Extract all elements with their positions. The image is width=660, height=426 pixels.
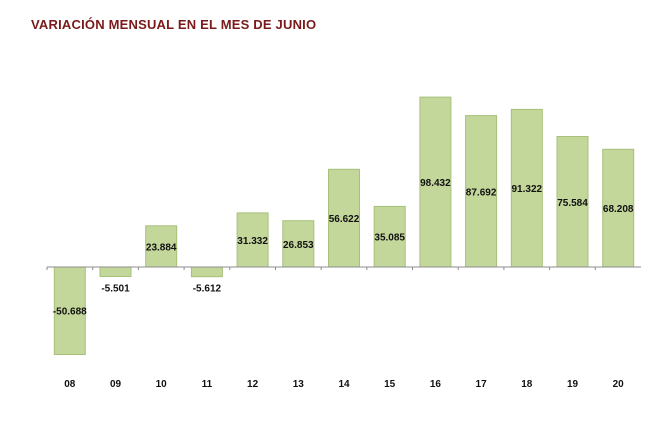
tick-label-20: 20 [613, 379, 625, 390]
tick-labels-layer: 08 09 10 11 12 13 14 15 16 17 18 19 20 [64, 379, 624, 390]
bar-20 [602, 148, 635, 268]
data-label-16: 98.432 [420, 178, 451, 189]
data-label-17: 87.692 [466, 187, 497, 198]
bar-14 [328, 168, 360, 268]
tick-label-18: 18 [521, 379, 533, 390]
data-label-10: 23.884 [146, 242, 177, 253]
bar-11 [190, 266, 223, 278]
bars-layer [53, 96, 635, 355]
data-label-08: -50.688 [53, 307, 87, 318]
bar-15 [373, 205, 406, 268]
data-label-15: 35.085 [374, 233, 405, 244]
tick-label-08: 08 [64, 379, 76, 390]
tick-label-12: 12 [247, 379, 259, 390]
data-label-09: -5.501 [101, 284, 130, 295]
tick-label-17: 17 [476, 379, 488, 390]
data-label-19: 75.584 [557, 198, 588, 209]
bar-12 [236, 212, 269, 268]
chart-title: VARIACIÓN MENSUAL EN EL MES DE JUNIO [31, 17, 317, 32]
tick-label-10: 10 [156, 379, 168, 390]
data-label-12: 31.332 [237, 236, 268, 247]
axis-layer [46, 266, 641, 270]
tick-label-15: 15 [384, 379, 396, 390]
bar-17 [465, 115, 498, 268]
data-label-13: 26.853 [283, 240, 314, 251]
data-label-11: -5.612 [193, 284, 222, 295]
data-label-18: 91.322 [512, 184, 543, 195]
data-label-20: 68.208 [603, 204, 634, 215]
data-labels-layer: -50.688 -5.501 23.884 -5.612 31.332 26.853 56.… [53, 178, 634, 318]
bar-09 [99, 266, 132, 277]
tick-label-14: 14 [338, 379, 350, 390]
tick-label-11: 11 [202, 379, 213, 390]
tick-label-16: 16 [430, 379, 442, 390]
bar-16 [419, 96, 452, 268]
tick-label-09: 09 [110, 379, 122, 390]
bar-18 [510, 108, 543, 268]
bar-13 [282, 220, 315, 268]
bar-08 [53, 266, 86, 355]
data-label-14: 56.622 [329, 214, 360, 225]
tick-label-19: 19 [567, 379, 579, 390]
tick-label-13: 13 [293, 379, 305, 390]
